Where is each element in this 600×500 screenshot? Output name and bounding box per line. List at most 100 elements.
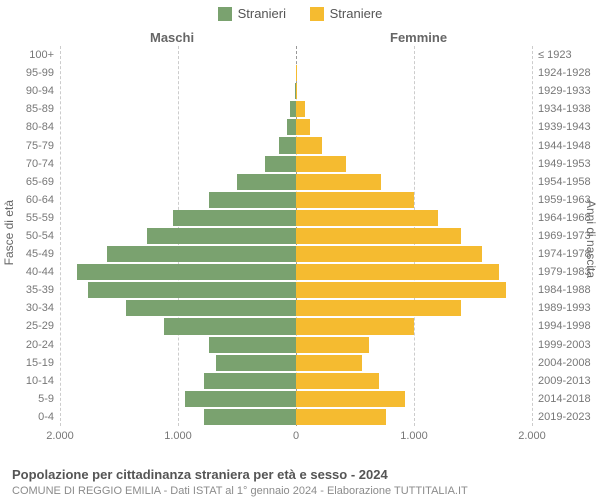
bar-female bbox=[296, 192, 414, 208]
pyramid-row: 80-841939-1943 bbox=[60, 118, 532, 136]
birth-year-label: 2009-2013 bbox=[538, 375, 591, 387]
age-label: 90-94 bbox=[26, 85, 54, 97]
age-label: 10-14 bbox=[26, 375, 54, 387]
age-label: 75-79 bbox=[26, 140, 54, 152]
bar-male bbox=[88, 282, 296, 298]
bar-male bbox=[77, 264, 296, 280]
age-label: 70-74 bbox=[26, 158, 54, 170]
pyramid-row: 70-741949-1953 bbox=[60, 155, 532, 173]
bar-female bbox=[296, 282, 506, 298]
bar-female bbox=[296, 373, 379, 389]
legend-female: Straniere bbox=[310, 6, 383, 21]
age-label: 5-9 bbox=[38, 393, 54, 405]
bar-male bbox=[209, 192, 296, 208]
birth-year-label: 2019-2023 bbox=[538, 411, 591, 423]
birth-year-label: 1979-1983 bbox=[538, 266, 591, 278]
legend-female-label: Straniere bbox=[330, 6, 383, 21]
birth-year-label: 1924-1928 bbox=[538, 67, 591, 79]
pyramid-row: 50-541969-1973 bbox=[60, 227, 532, 245]
pyramid-row: 85-891934-1938 bbox=[60, 100, 532, 118]
age-label: 0-4 bbox=[38, 411, 54, 423]
bar-female bbox=[296, 65, 297, 81]
birth-year-label: 1969-1973 bbox=[538, 230, 591, 242]
bar-male bbox=[209, 337, 296, 353]
birth-year-label: 1929-1933 bbox=[538, 85, 591, 97]
bar-female bbox=[296, 246, 482, 262]
age-label: 15-19 bbox=[26, 357, 54, 369]
birth-year-label: ≤ 1923 bbox=[538, 49, 572, 61]
bar-female bbox=[296, 355, 362, 371]
pyramid-row: 90-941929-1933 bbox=[60, 82, 532, 100]
plot-area: 100+≤ 192395-991924-192890-941929-193385… bbox=[60, 46, 532, 426]
pyramid-row: 30-341989-1993 bbox=[60, 299, 532, 317]
pyramid-row: 25-291994-1998 bbox=[60, 317, 532, 335]
birth-year-label: 1984-1988 bbox=[538, 284, 591, 296]
birth-year-label: 1944-1948 bbox=[538, 140, 591, 152]
pyramid-row: 60-641959-1963 bbox=[60, 191, 532, 209]
birth-year-label: 1989-1993 bbox=[538, 302, 591, 314]
x-tick-label: 1.000 bbox=[400, 430, 428, 442]
birth-year-label: 1994-1998 bbox=[538, 320, 591, 332]
birth-year-label: 1934-1938 bbox=[538, 103, 591, 115]
age-label: 45-49 bbox=[26, 248, 54, 260]
bar-male bbox=[204, 409, 296, 425]
bar-male bbox=[107, 246, 296, 262]
bar-female bbox=[296, 409, 386, 425]
bar-male bbox=[279, 137, 296, 153]
bar-female bbox=[296, 119, 310, 135]
bar-female bbox=[296, 300, 461, 316]
bar-female bbox=[296, 264, 499, 280]
grid-line bbox=[532, 46, 533, 426]
bar-male bbox=[126, 300, 296, 316]
pyramid-row: 40-441979-1983 bbox=[60, 263, 532, 281]
bar-female bbox=[296, 83, 297, 99]
age-label: 35-39 bbox=[26, 284, 54, 296]
age-label: 20-24 bbox=[26, 339, 54, 351]
age-label: 95-99 bbox=[26, 67, 54, 79]
birth-year-label: 1964-1968 bbox=[538, 212, 591, 224]
x-tick-label: 1.000 bbox=[164, 430, 192, 442]
age-label: 100+ bbox=[29, 49, 54, 61]
pyramid-row: 45-491974-1978 bbox=[60, 245, 532, 263]
swatch-female bbox=[310, 7, 324, 21]
bar-male bbox=[287, 119, 296, 135]
bar-male bbox=[216, 355, 296, 371]
pyramid-row: 10-142009-2013 bbox=[60, 372, 532, 390]
bar-male bbox=[265, 156, 296, 172]
age-label: 55-59 bbox=[26, 212, 54, 224]
legend: Stranieri Straniere bbox=[0, 6, 600, 24]
age-label: 30-34 bbox=[26, 302, 54, 314]
birth-year-label: 1959-1963 bbox=[538, 194, 591, 206]
bar-female bbox=[296, 137, 322, 153]
bar-female bbox=[296, 156, 346, 172]
age-label: 65-69 bbox=[26, 176, 54, 188]
age-label: 60-64 bbox=[26, 194, 54, 206]
pyramid-row: 5-92014-2018 bbox=[60, 390, 532, 408]
pyramid-row: 20-241999-2003 bbox=[60, 336, 532, 354]
bar-female bbox=[296, 318, 414, 334]
birth-year-label: 2004-2008 bbox=[538, 357, 591, 369]
legend-male-label: Stranieri bbox=[238, 6, 286, 21]
age-label: 80-84 bbox=[26, 121, 54, 133]
age-label: 85-89 bbox=[26, 103, 54, 115]
age-label: 40-44 bbox=[26, 266, 54, 278]
pyramid-row: 35-391984-1988 bbox=[60, 281, 532, 299]
pyramid-row: 15-192004-2008 bbox=[60, 354, 532, 372]
swatch-male bbox=[218, 7, 232, 21]
pyramid-row: 75-791944-1948 bbox=[60, 136, 532, 154]
pyramid-row: 65-691954-1958 bbox=[60, 173, 532, 191]
chart-title: Popolazione per cittadinanza straniera p… bbox=[12, 467, 388, 482]
bar-male bbox=[185, 391, 296, 407]
birth-year-label: 2014-2018 bbox=[538, 393, 591, 405]
x-tick-label: 2.000 bbox=[518, 430, 546, 442]
x-tick-label: 0 bbox=[293, 430, 299, 442]
bar-female bbox=[296, 174, 381, 190]
bar-female bbox=[296, 337, 369, 353]
bar-male bbox=[237, 174, 296, 190]
bar-rows: 100+≤ 192395-991924-192890-941929-193385… bbox=[60, 46, 532, 426]
bar-female bbox=[296, 101, 305, 117]
x-tick-label: 2.000 bbox=[46, 430, 74, 442]
pyramid-chart: Stranieri Straniere Maschi Femmine Fasce… bbox=[0, 0, 600, 500]
bar-male bbox=[173, 210, 296, 226]
bar-male bbox=[164, 318, 296, 334]
